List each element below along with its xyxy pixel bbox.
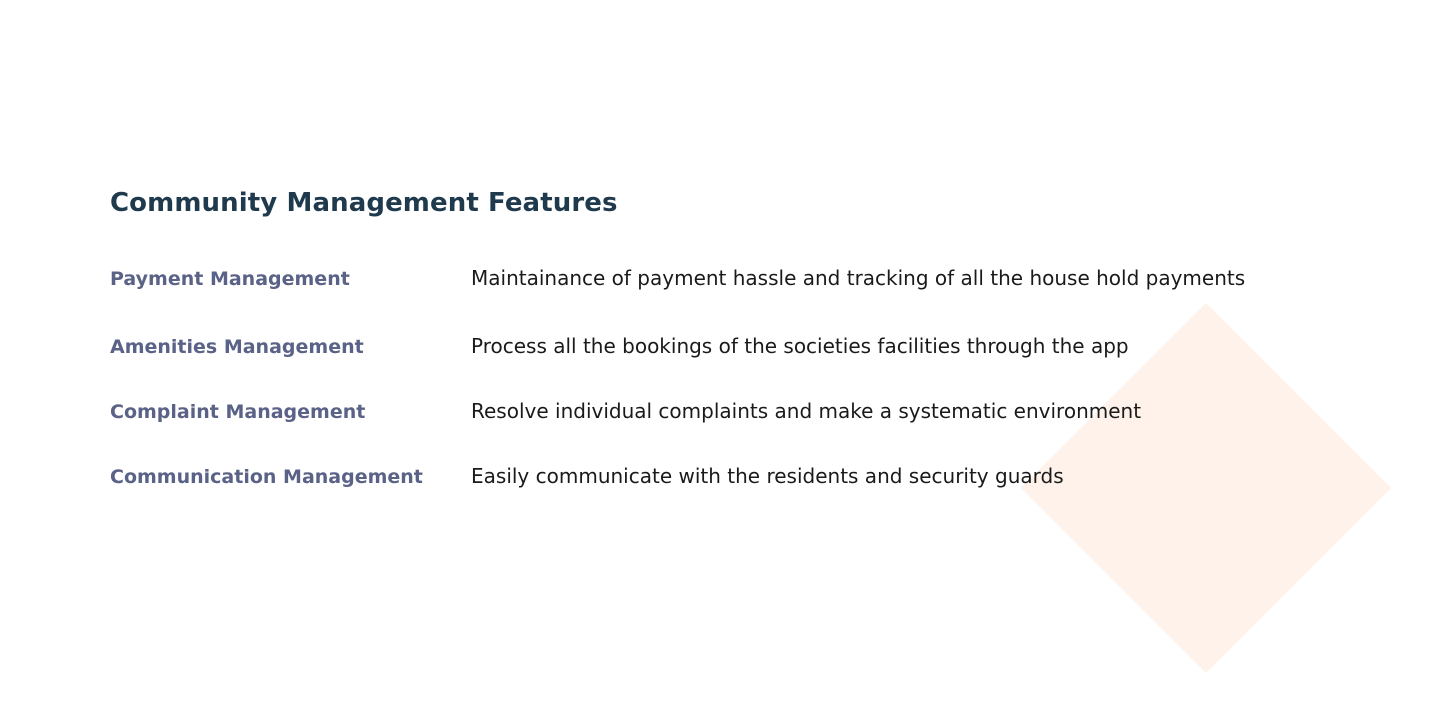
feature-row-amenities: Amenities Management Process all the boo… bbox=[110, 334, 1310, 366]
feature-description: Easily communicate with the residents an… bbox=[471, 464, 1064, 488]
feature-name: Communication Management bbox=[110, 466, 423, 488]
feature-row-communication: Communication Management Easily communic… bbox=[110, 464, 1310, 496]
feature-row-payment: Payment Management Maintainance of payme… bbox=[110, 266, 1310, 298]
feature-name: Amenities Management bbox=[110, 336, 364, 358]
feature-description: Process all the bookings of the societie… bbox=[471, 334, 1129, 358]
feature-row-complaint: Complaint Management Resolve individual … bbox=[110, 399, 1310, 431]
section-title: Community Management Features bbox=[110, 188, 618, 218]
feature-description: Maintainance of payment hassle and track… bbox=[471, 266, 1246, 290]
feature-name: Complaint Management bbox=[110, 401, 366, 423]
feature-name: Payment Management bbox=[110, 268, 350, 290]
feature-description: Resolve individual complaints and make a… bbox=[471, 399, 1142, 423]
